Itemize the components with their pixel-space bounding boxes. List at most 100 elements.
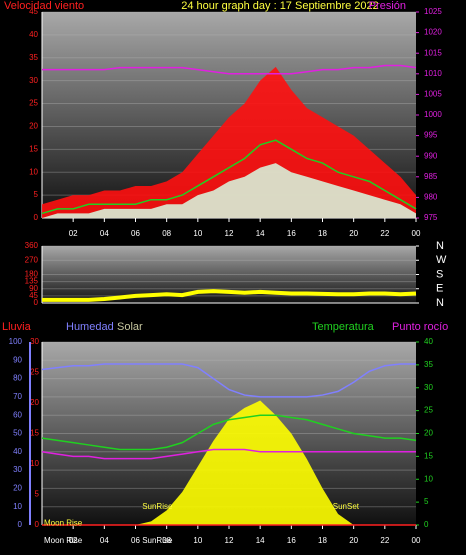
- x-tick-label: 10: [193, 536, 202, 545]
- y-tick-label: 5: [34, 190, 39, 199]
- x-tick-label: 18: [318, 229, 327, 238]
- y-tick-label: 70: [13, 392, 22, 401]
- x-tick-label: 06: [131, 536, 140, 545]
- y2-tick-label: 1010: [424, 69, 442, 78]
- y2-tick-label: 1015: [424, 48, 442, 57]
- line: [41, 363, 416, 398]
- y2-tick-label: 5: [424, 497, 429, 506]
- y2-tick-label: 40: [424, 337, 433, 346]
- x-tick-label: 10: [193, 229, 202, 238]
- y-tick-label: 30: [13, 465, 22, 474]
- y3-tick-label: 5: [35, 490, 40, 499]
- y-tick-label: 100: [9, 337, 23, 346]
- y2-tick-label: 1025: [424, 7, 442, 16]
- legend-solar: Solar: [117, 321, 143, 333]
- y-tick-label: 15: [29, 144, 38, 153]
- x-tick-label: 20: [349, 229, 358, 238]
- y2-tick-label: 0: [424, 520, 429, 529]
- y2-tick-label: 1020: [424, 28, 442, 37]
- y-tick-label: 135: [25, 277, 39, 286]
- x-tick-label: 06: [131, 229, 140, 238]
- y2-tick-label: 1000: [424, 110, 442, 119]
- y3-tick-label: 0: [35, 520, 40, 529]
- y3-tick-label: 20: [30, 398, 39, 407]
- annotation: Moon Rise: [44, 518, 83, 527]
- x-tick-label: 02: [69, 229, 78, 238]
- line: [41, 414, 417, 451]
- y2-tick-label: 30: [424, 383, 433, 392]
- y-tick-label: 30: [29, 76, 38, 85]
- y-tick-label: 60: [13, 410, 22, 419]
- y2-tick-label: 15: [424, 451, 433, 460]
- y2-tick-label: 35: [424, 360, 433, 369]
- legend-humidity: Humedad: [66, 321, 114, 333]
- line: [41, 139, 417, 215]
- x-tick-label: 16: [287, 536, 296, 545]
- y-tick-label: 0: [34, 298, 39, 307]
- y3-tick-label: 30: [30, 337, 39, 346]
- x-tick-label: 12: [225, 229, 234, 238]
- y-tick-label: 35: [29, 53, 38, 62]
- x-tick-label: 02: [69, 536, 78, 545]
- y-tick-label: 20: [13, 484, 22, 493]
- y-tick-label: 50: [13, 429, 22, 438]
- area: [42, 163, 416, 218]
- y-tick-label: 180: [25, 270, 39, 279]
- y-tick-label: 0: [34, 213, 39, 222]
- area: [42, 400, 416, 525]
- line: [42, 289, 417, 302]
- y-tick-label: 20: [29, 122, 38, 131]
- x-tick-label: 08: [162, 536, 171, 545]
- legend-temperature: Temperatura: [312, 321, 375, 333]
- y2-tick-label: E: [436, 283, 443, 295]
- x-tick-label: 00: [412, 536, 421, 545]
- y3-tick-label: 15: [30, 429, 39, 438]
- y-tick-label: 10: [13, 502, 22, 511]
- x-tick-label: 00: [412, 229, 421, 238]
- line: [41, 448, 416, 460]
- y2-tick-label: 975: [424, 213, 438, 222]
- x-tick-label: 16: [287, 229, 296, 238]
- legend-rain: Lluvia: [2, 321, 32, 333]
- x-tick-label: 12: [225, 536, 234, 545]
- annotation: SunSet: [333, 502, 360, 511]
- x-tick-label: 14: [256, 536, 265, 545]
- y-tick-label: 25: [29, 99, 38, 108]
- x-tick-label: 18: [318, 536, 327, 545]
- wind-label: Velocidad viento: [4, 0, 84, 12]
- y2-tick-label: 25: [424, 406, 433, 415]
- y-tick-label: 45: [29, 291, 38, 300]
- x-tick-label: 04: [100, 229, 109, 238]
- chart-title: 24 hour graph day : 17 Septiembre 2022: [181, 0, 379, 12]
- y-tick-label: 80: [13, 374, 22, 383]
- y-tick-label: 90: [29, 284, 38, 293]
- annotation: SunRise: [142, 502, 173, 511]
- y-tick-label: 40: [29, 30, 38, 39]
- y2-tick-label: 995: [424, 131, 438, 140]
- y-tick-label: 45: [29, 7, 38, 16]
- annotation: SunRise: [142, 536, 173, 545]
- y2-tick-label: N: [436, 297, 444, 309]
- y-tick-label: 0: [18, 520, 23, 529]
- y-tick-label: 40: [13, 447, 22, 456]
- x-tick-label: 08: [162, 229, 171, 238]
- y2-tick-label: W: [436, 254, 447, 266]
- y2-tick-label: N: [436, 240, 444, 252]
- y2-tick-label: 985: [424, 172, 438, 181]
- annotation: Moon Rise: [44, 536, 83, 545]
- area: [42, 66, 416, 218]
- y-tick-label: 360: [25, 241, 39, 250]
- y3-tick-label: 10: [30, 459, 39, 468]
- y2-tick-label: 20: [424, 429, 433, 438]
- y-tick-label: 270: [25, 255, 39, 264]
- y2-tick-label: 990: [424, 151, 438, 160]
- x-tick-label: 20: [349, 536, 358, 545]
- line: [42, 64, 417, 75]
- x-tick-label: 04: [100, 536, 109, 545]
- y2-tick-label: S: [436, 268, 443, 280]
- pressure-label: Presión: [369, 0, 406, 12]
- y2-tick-label: 10: [424, 474, 433, 483]
- x-tick-label: 22: [380, 536, 389, 545]
- y2-tick-label: 1005: [424, 90, 442, 99]
